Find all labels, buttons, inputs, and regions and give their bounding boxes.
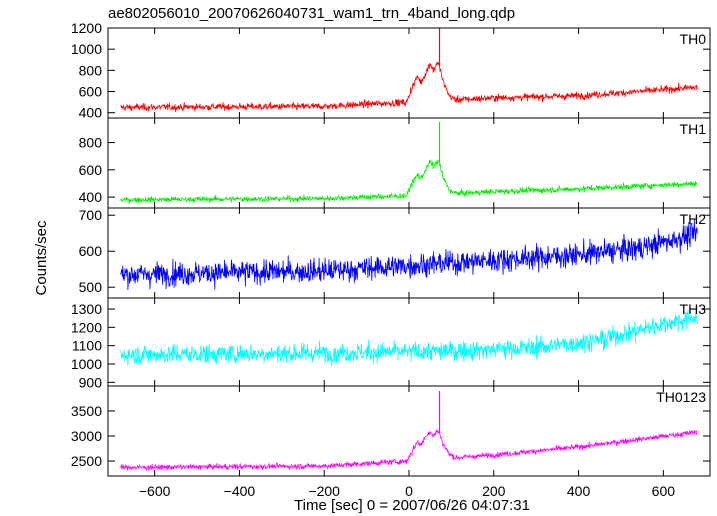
panel-label-th3: TH3 [680, 301, 707, 317]
y-tick-label: 3000 [71, 428, 102, 444]
x-tick-label: −200 [308, 483, 340, 499]
x-tick-label: −400 [224, 483, 256, 499]
y-tick-label: 2500 [71, 453, 102, 469]
panel-frame-th0123 [107, 385, 711, 477]
x-axis-label: Time [sec] 0 = 2007/06/26 04:07:31 [294, 497, 530, 514]
y-tick-label: 500 [79, 279, 103, 295]
panel-label-th0123: TH0123 [656, 389, 706, 405]
y-tick-label: 1000 [71, 41, 102, 57]
x-tick-label: 200 [482, 483, 506, 499]
y-tick-label: 800 [79, 135, 103, 151]
series-line-th0123 [120, 429, 698, 472]
y-tick-label: 700 [79, 207, 103, 223]
series-line-th3 [120, 309, 698, 367]
x-tick-label: 400 [567, 483, 591, 499]
chart-title: ae802056010_20070626040731_wam1_trn_4ban… [108, 5, 515, 22]
panel-label-th2: TH2 [680, 211, 707, 227]
y-tick-label: 1300 [71, 301, 102, 317]
y-tick-label: 900 [79, 374, 103, 390]
panel-frame-th2 [107, 207, 711, 299]
series-line-th2 [120, 219, 698, 291]
y-tick-label: 3500 [71, 403, 102, 419]
x-tick-label: 0 [405, 483, 413, 499]
y-tick-label: 1200 [71, 319, 102, 335]
series-line-th1 [120, 159, 698, 205]
panel-label-th0: TH0 [680, 31, 707, 47]
y-tick-label: 800 [79, 62, 103, 78]
y-tick-label: 600 [79, 162, 103, 178]
panel-label-th1: TH1 [680, 121, 707, 137]
x-tick-label: −600 [139, 483, 171, 499]
panel-frame-th0 [107, 27, 711, 119]
series-line-th0 [120, 62, 698, 113]
x-tick-label: 600 [652, 483, 676, 499]
panel-frame-th3 [107, 297, 711, 387]
y-tick-label: 400 [79, 189, 103, 205]
y-axis-label: Counts/sec [33, 220, 50, 296]
y-tick-label: 1200 [71, 20, 102, 36]
y-tick-label: 400 [79, 105, 103, 121]
panel-frame-th1 [107, 117, 711, 209]
panels-group: 400 600 800 1000 1200 TH0 400 600 800 TH1 500 600 70… [71, 20, 711, 499]
y-tick-label: 1100 [72, 338, 102, 354]
y-tick-label: 1000 [71, 356, 102, 372]
y-tick-label: 600 [79, 84, 103, 100]
y-tick-label: 600 [79, 243, 103, 259]
